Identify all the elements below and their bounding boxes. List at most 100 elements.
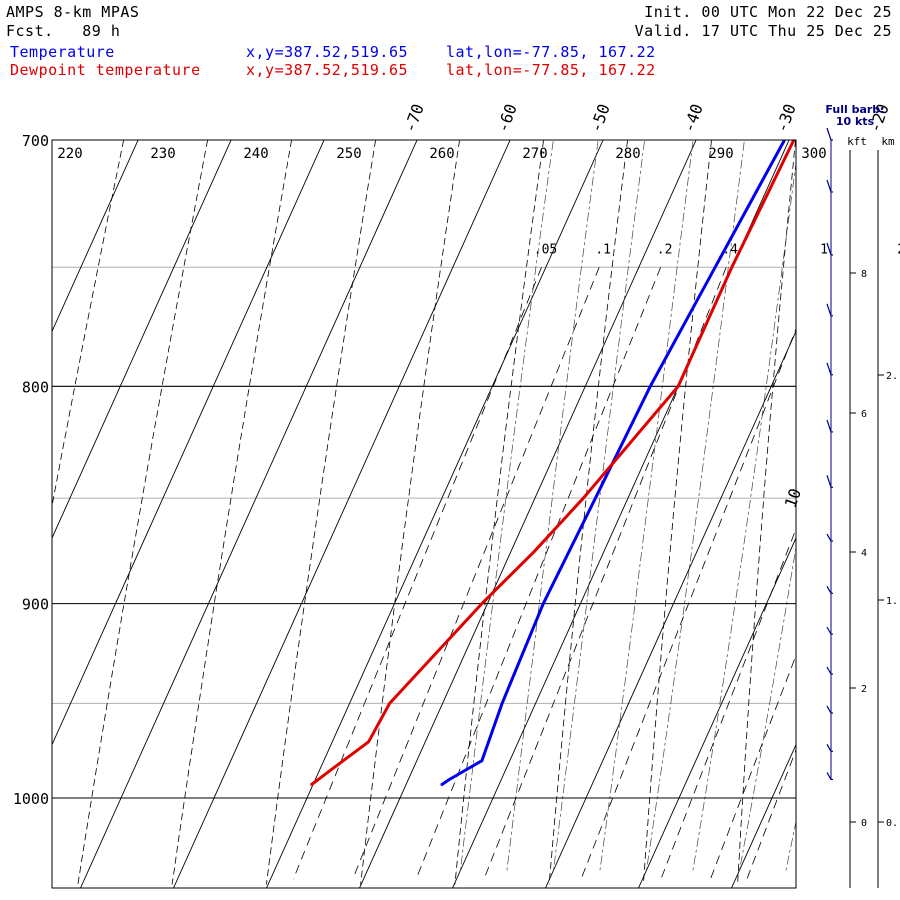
moist-adiabat-line [832, 114, 900, 871]
wind-barb-flag [826, 242, 832, 256]
kft-tick-label: 6 [861, 409, 867, 420]
isotherm-line [52, 140, 325, 746]
wind-barb-flag [826, 626, 832, 635]
dry-adiabat-line [737, 140, 796, 885]
dry-adiabat-line [454, 140, 544, 885]
moist-adiabat-line [739, 545, 796, 871]
dewpoint-trace-point [329, 769, 332, 771]
dewpoint-trace-point [731, 266, 733, 269]
theta-label: 260 [429, 146, 454, 162]
km-tick-label: 0. [886, 818, 898, 829]
dry-adiabat-line [52, 140, 124, 508]
wind-barb [826, 242, 833, 256]
moist-adiabat-line [646, 140, 745, 871]
dry-adiabat-line [77, 140, 208, 885]
pressure-tick-label: 700 [22, 132, 49, 150]
dewpoint-trace-point [582, 497, 585, 500]
wind-barb-flag [826, 179, 832, 193]
pressure-tick-label: 800 [22, 378, 49, 396]
kft-tick-label: 0 [861, 818, 867, 829]
dewpoint-trace-point [367, 741, 370, 743]
wind-barb-flag [826, 303, 832, 317]
forecast-hour: Fcst. 89 h [6, 22, 121, 40]
temperature-latlon: lat,lon=-77.85, 167.22 [446, 43, 656, 61]
wind-barb [826, 533, 833, 542]
wind-barb-flag [826, 475, 832, 488]
dewpoint-latlon: lat,lon=-77.85, 167.22 [446, 61, 656, 79]
mixing-ratio-line [710, 654, 796, 880]
temperature-trace-point [448, 778, 451, 781]
temperature-legend: Temperature [10, 43, 115, 61]
temperature-trace-point [714, 266, 716, 269]
dewpoint-trace-point [310, 784, 312, 786]
temperature-trace-point [542, 602, 545, 605]
valid-time: Valid. 17 UTC Thu 25 Dec 25 [634, 22, 892, 40]
km-tick-label: 2. [886, 371, 898, 382]
wind-barb [826, 772, 833, 781]
mixing-ratio-label: .05 [534, 242, 557, 257]
wind-barb-flag [826, 586, 832, 594]
isotherm-line [266, 140, 604, 888]
moist-adiabat-line [506, 140, 599, 871]
theta-label: 290 [708, 146, 733, 162]
dewpoint-xy: x,y=387.52,519.65 [246, 61, 409, 79]
wind-barb-flag [826, 127, 832, 141]
barb-legend-line2: 10 kts [836, 115, 875, 128]
temperature-tick-label: -30 [772, 101, 800, 135]
theta-label: 250 [336, 146, 361, 162]
barb-legend-line1: Full barb: [825, 103, 884, 116]
dry-adiabat-line [832, 140, 880, 885]
wind-barb-flag [826, 743, 832, 752]
dry-adiabat-line [171, 140, 292, 885]
km-axis-label: km [881, 135, 895, 148]
dry-adiabat-line [643, 140, 712, 885]
mixing-ratio-line [292, 267, 542, 880]
dewpoint-trace-point [677, 385, 679, 388]
mixing-ratio-line [660, 527, 796, 880]
dewpoint-trace-point [533, 550, 535, 553]
theta-label: 220 [57, 146, 82, 162]
wind-barb-flag [826, 362, 832, 375]
temperature-tick-label: 10 [781, 486, 805, 511]
theta-label: 270 [522, 146, 547, 162]
wind-barb-flag [826, 705, 832, 714]
km-tick-label: 1. [886, 596, 898, 607]
theta-label: 300 [801, 146, 826, 162]
moist-adiabat-line [553, 140, 645, 871]
dewpoint-trace-point [481, 602, 483, 605]
theta-label: 280 [615, 146, 640, 162]
wind-barb [826, 127, 833, 141]
init-time: Init. 00 UTC Mon 22 Dec 25 [644, 3, 892, 21]
isotherm-line [52, 140, 232, 540]
theta-label: 230 [150, 146, 175, 162]
wind-barb [826, 666, 833, 675]
model-title: AMPS 8-km MPAS [6, 3, 140, 21]
temperature-trace-point [481, 759, 483, 762]
temperature-tick-label: -70 [400, 101, 428, 135]
temperature-trace-point [649, 385, 652, 388]
isotherm-line [0, 140, 45, 888]
isotherm-line [638, 536, 796, 888]
moist-adiabat-line [692, 160, 796, 871]
mixing-ratio-label: 2 [897, 242, 900, 257]
temperature-tick-label: -60 [493, 101, 521, 135]
wind-barb [826, 705, 833, 714]
isotherm-line [173, 140, 511, 888]
wind-barb-flag [826, 419, 832, 433]
pressure-tick-label: 900 [22, 596, 49, 614]
mixing-ratio-line [746, 748, 796, 880]
mixing-ratio-line [580, 327, 796, 880]
dry-adiabat-line [266, 140, 376, 885]
temperature-xy: x,y=387.52,519.65 [246, 43, 409, 61]
temperature-tick-label: -40 [679, 101, 707, 135]
wind-barb-flag [826, 533, 832, 542]
mixing-ratio-line [352, 267, 600, 880]
dewpoint-legend: Dewpoint temperature [10, 61, 201, 79]
kft-axis-label: kft [847, 135, 867, 148]
wind-barb [826, 475, 833, 488]
wind-barb [826, 419, 833, 433]
isotherm-line [52, 140, 139, 333]
kft-tick-label: 2 [861, 684, 867, 695]
isotherm-line [80, 140, 418, 888]
